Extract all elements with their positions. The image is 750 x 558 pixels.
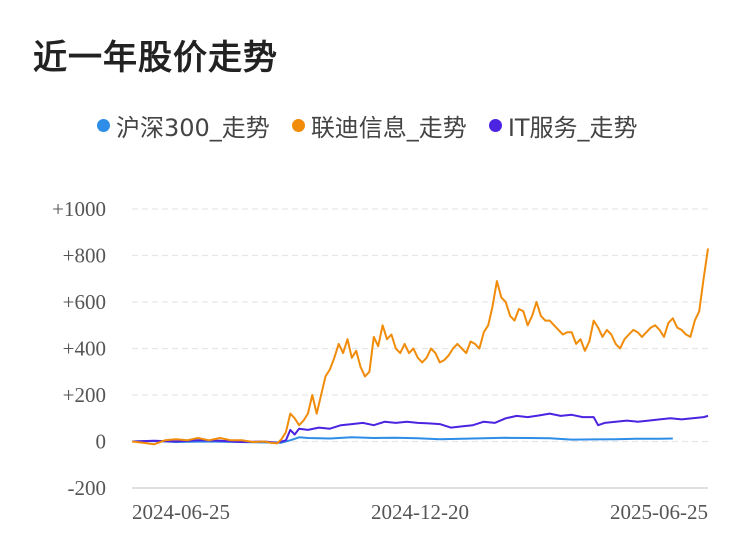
series-line-2[interactable] [131,412,709,444]
x-tick-label: 2025-06-25 [610,500,708,524]
series-line-1[interactable] [131,248,709,446]
legend-dot-icon [291,119,305,132]
legend-item-it-services[interactable]: IT服务_走势 [488,108,638,143]
y-axis: +1000 +800 +600 +400 +200 0 -200 [52,197,106,500]
legend-item-liandi[interactable]: 联迪信息_走势 [291,108,467,143]
chart-title: 近一年股价走势 [33,38,278,78]
y-tick-label: -200 [68,476,107,500]
gridlines [132,208,708,489]
y-tick-label: +400 [63,337,106,361]
y-tick-label: +200 [63,383,106,407]
x-tick-label: 2024-06-25 [132,500,230,524]
y-tick-label: +800 [63,244,106,268]
chart-legend: 沪深300_走势 联迪信息_走势 IT服务_走势 [97,108,660,143]
x-tick-label: 2024-12-20 [371,500,469,524]
legend-item-hs300[interactable]: 沪深300_走势 [97,108,270,143]
series-lines [131,248,709,446]
legend-label: IT服务_走势 [507,114,638,142]
legend-dot-icon [488,119,502,132]
legend-dot-icon [97,119,110,132]
x-axis: 2024-06-25 2024-12-20 2025-06-25 [132,500,708,524]
legend-label: 联迪信息_走势 [310,114,467,142]
y-tick-label: +1000 [52,197,106,221]
legend-label: 沪深300_走势 [116,114,270,142]
y-tick-label: 0 [96,430,107,454]
y-tick-label: +600 [63,290,106,314]
